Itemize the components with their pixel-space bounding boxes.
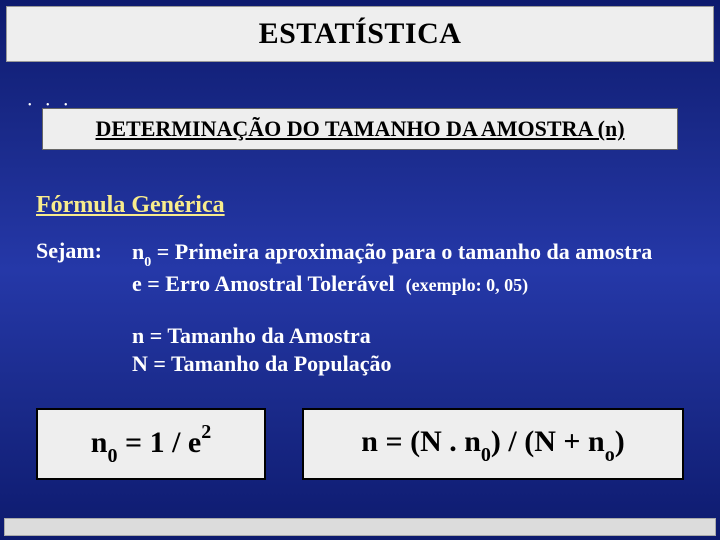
f1-sup: 2 [201, 421, 211, 443]
title-bar: ESTATÍSTICA [6, 6, 714, 62]
formula-row: n0 = 1 / e2 n = (N . n0) / (N + no) [36, 408, 684, 480]
definitions-lines-1: n0 = Primeira aproximação para o tamanho… [132, 238, 652, 297]
formula-2-text: n = (N . n0) / (N + no) [361, 425, 624, 464]
definition-N: N = Tamanho da População [132, 350, 392, 378]
f2-sub1: 0 [481, 444, 491, 466]
f2-p1: n = (N . n [361, 425, 481, 458]
f1-sub: 0 [107, 445, 117, 467]
f1-mid: = 1 / e [117, 426, 201, 459]
def-e-main: e = Erro Amostral Tolerável [132, 271, 400, 296]
f2-sub2: o [605, 444, 615, 466]
def-n0-post: = Primeira aproximação para o tamanho da… [151, 239, 652, 264]
f1-pre: n [91, 426, 108, 459]
subtitle-text: DETERMINAÇÃO DO TAMANHO DA AMOSTRA (n) [95, 116, 624, 142]
definitions-block-1: Sejam: n0 = Primeira aproximação para o … [36, 238, 684, 297]
bottom-bar [4, 518, 716, 536]
definitions-block-2: n = Tamanho da Amostra N = Tamanho da Po… [132, 322, 392, 377]
def-n0-pre: n [132, 239, 144, 264]
formula-1-text: n0 = 1 / e2 [91, 424, 211, 465]
definition-e: e = Erro Amostral Tolerável (exemplo: 0,… [132, 270, 652, 298]
definition-n0: n0 = Primeira aproximação para o tamanho… [132, 238, 652, 270]
title-text: ESTATÍSTICA [259, 17, 462, 51]
def-e-example: (exemplo: 0, 05) [406, 275, 528, 295]
definition-n: n = Tamanho da Amostra [132, 322, 392, 350]
subtitle-bar: DETERMINAÇÃO DO TAMANHO DA AMOSTRA (n) [42, 108, 678, 150]
formula-box-2: n = (N . n0) / (N + no) [302, 408, 684, 480]
formula-box-1: n0 = 1 / e2 [36, 408, 266, 480]
slide: ESTATÍSTICA • • • DETERMINAÇÃO DO TAMANH… [0, 0, 720, 540]
section-label: Fórmula Genérica [36, 192, 225, 219]
f2-p2: ) / (N + n [491, 425, 605, 458]
definitions-lead: Sejam: [36, 238, 132, 297]
f2-p3: ) [615, 425, 625, 458]
def-n0-sub: 0 [144, 255, 151, 270]
